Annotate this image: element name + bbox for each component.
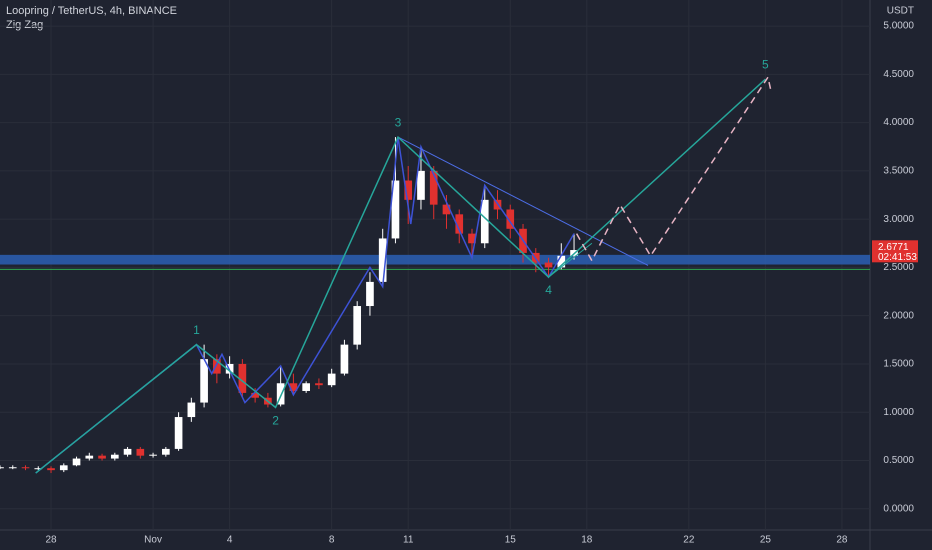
candle-body: [353, 306, 362, 345]
candle-body: [506, 209, 515, 229]
y-tick-label: 2.5000: [883, 262, 914, 273]
candle-body: [315, 383, 323, 386]
price-zone: [0, 254, 870, 265]
candle-body: [480, 199, 489, 244]
indicator-name: Zig Zag: [6, 19, 43, 31]
candle-body: [162, 448, 170, 455]
y-tick-label: 0.5000: [883, 455, 914, 466]
wave-label: 3: [395, 115, 402, 129]
candle-body: [327, 373, 336, 386]
wave-label: 4: [545, 283, 552, 297]
candle-body: [136, 448, 145, 456]
y-tick-label: 5.0000: [883, 21, 914, 32]
y-axis-label: USDT: [887, 6, 914, 17]
y-tick-label: 3.0000: [883, 214, 914, 225]
x-tick-label: 28: [45, 535, 57, 546]
projection-line: [575, 75, 772, 263]
x-tick-label: 28: [836, 535, 848, 546]
y-tick-label: 1.0000: [883, 407, 914, 418]
candle-body: [123, 448, 132, 455]
candle-body: [110, 454, 119, 459]
wave-label: 5: [762, 57, 769, 71]
x-tick-label: 8: [329, 535, 335, 546]
candle-body: [238, 363, 247, 393]
candle-body: [366, 281, 374, 307]
candle-body: [391, 180, 400, 239]
candle-body: [544, 262, 553, 268]
price-marker: [872, 240, 918, 263]
y-tick-label: 1.5000: [883, 359, 914, 370]
wave-label: 2: [272, 414, 279, 428]
last-price: 2.6771: [878, 242, 909, 253]
candle-body: [340, 344, 349, 374]
candle-body: [21, 467, 30, 469]
candle-body: [47, 468, 55, 471]
candle-body: [213, 359, 221, 374]
candle-body: [187, 402, 196, 418]
candle-body: [289, 383, 298, 391]
candle-body: [98, 455, 106, 459]
candle-body: [34, 468, 43, 470]
candle-body: [455, 214, 464, 234]
candle-body: [174, 417, 183, 449]
candle-body: [59, 465, 68, 471]
candle-body: [404, 180, 413, 200]
candle-body: [302, 383, 310, 391]
chart-title: Loopring / TetherUS, 4h, BINANCE: [6, 5, 177, 17]
trend-line: [397, 136, 649, 266]
candle-body: [276, 383, 285, 405]
y-tick-label: 2.0000: [883, 310, 914, 321]
y-tick-label: 4.5000: [883, 69, 914, 80]
candle-body: [0, 467, 4, 469]
candle-body: [417, 170, 425, 200]
zigzag-line: [35, 136, 575, 474]
candle-body: [468, 233, 476, 244]
candle-body: [429, 170, 438, 205]
candle-body: [378, 238, 387, 282]
candle-body: [85, 455, 94, 459]
x-tick-label: Nov: [144, 535, 162, 546]
y-tick-label: 3.5000: [883, 166, 914, 177]
x-tick-label: 25: [760, 535, 772, 546]
candle-body: [72, 458, 81, 466]
candle-body: [442, 204, 451, 215]
y-tick-label: 4.0000: [883, 117, 914, 128]
candle-body: [251, 392, 259, 398]
x-tick-label: 4: [227, 535, 233, 546]
x-tick-label: 18: [581, 535, 593, 546]
candle-body: [149, 454, 157, 456]
x-tick-label: 22: [683, 535, 695, 546]
candle-body: [200, 359, 208, 403]
candle-body: [8, 467, 17, 469]
y-tick-label: 0.0000: [883, 503, 914, 514]
x-tick-label: 11: [403, 535, 414, 546]
countdown: 02:41:53: [878, 252, 917, 263]
wave-line: [35, 78, 766, 474]
x-tick-label: 15: [505, 535, 517, 546]
wave-label: 1: [193, 323, 200, 337]
candle-body: [557, 255, 566, 268]
